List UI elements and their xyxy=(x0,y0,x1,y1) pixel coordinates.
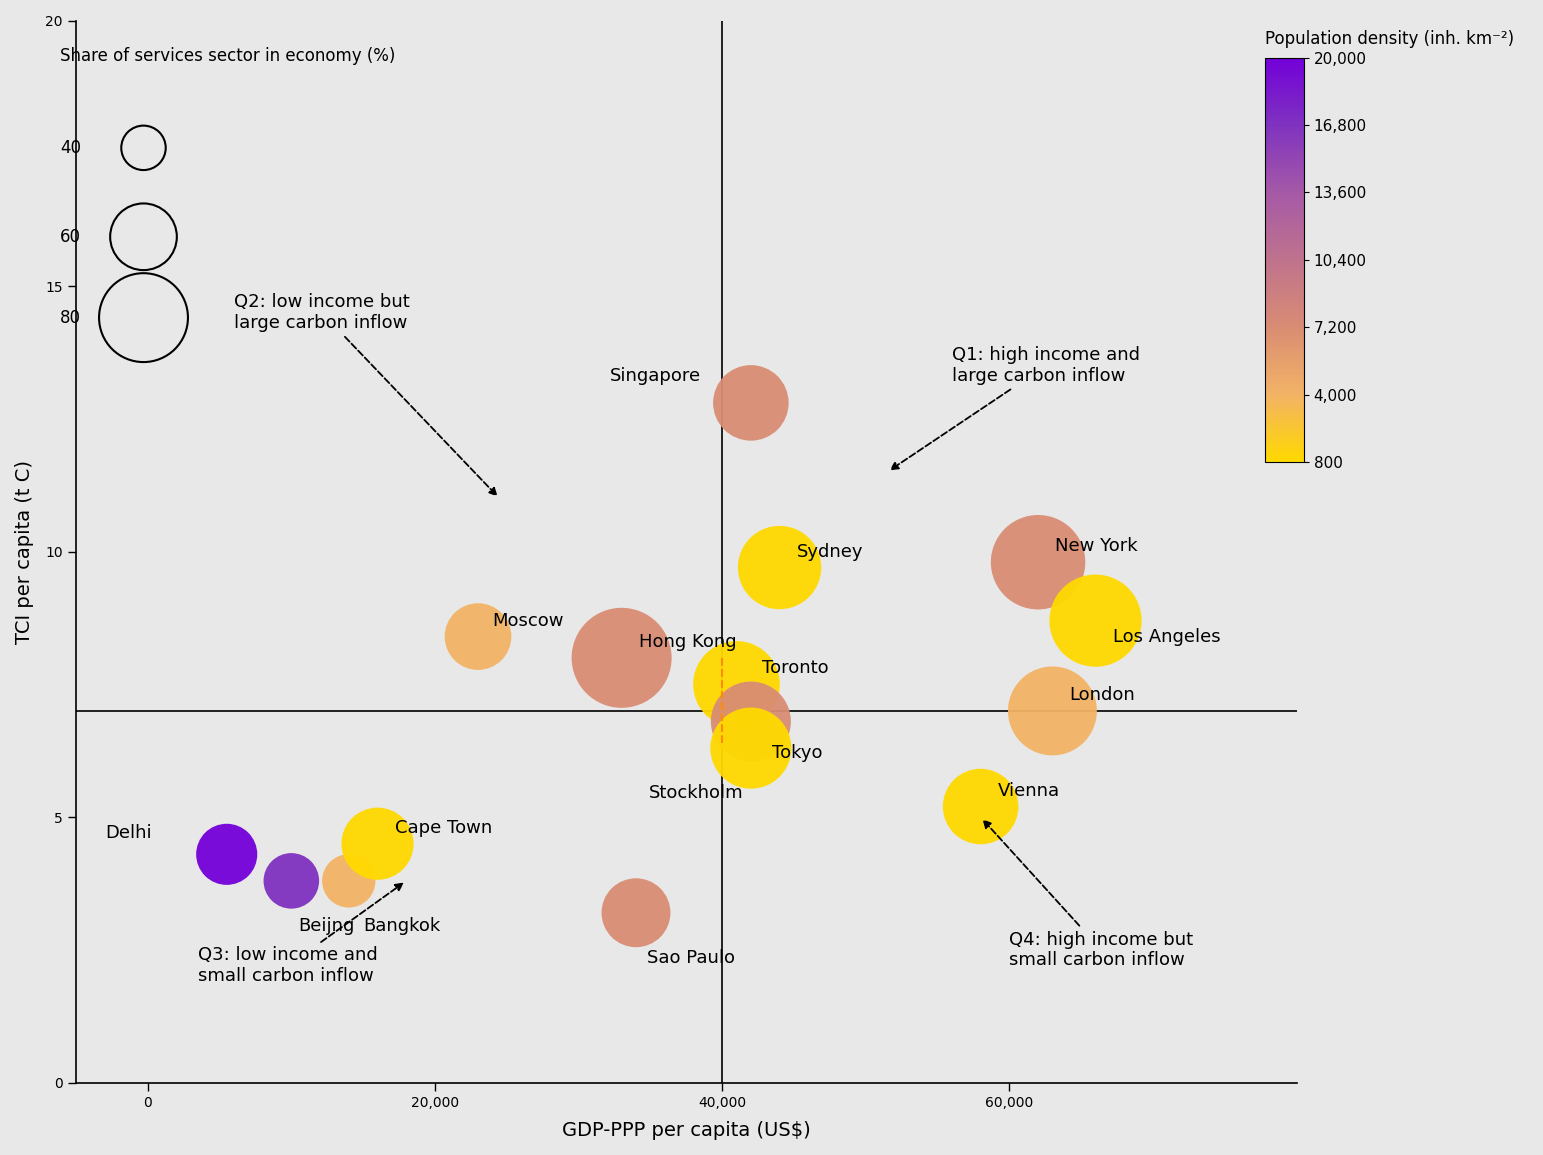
Text: Beijng: Beijng xyxy=(298,917,355,936)
Point xyxy=(279,872,304,891)
Y-axis label: TCI per capita (t C): TCI per capita (t C) xyxy=(15,460,34,643)
Point xyxy=(336,872,361,891)
Point xyxy=(724,676,748,694)
Text: Stockholm: Stockholm xyxy=(650,784,744,803)
Text: 80: 80 xyxy=(60,308,82,327)
Text: Sydney: Sydney xyxy=(796,543,864,560)
Text: Delhi: Delhi xyxy=(105,824,153,842)
Point xyxy=(214,845,239,864)
Text: Toronto: Toronto xyxy=(762,660,829,678)
Point xyxy=(366,834,390,852)
Text: Q3: low income and
small carbon inflow: Q3: low income and small carbon inflow xyxy=(198,884,403,985)
Text: 40: 40 xyxy=(60,139,82,157)
Point xyxy=(739,713,764,731)
Text: New York: New York xyxy=(1055,537,1137,556)
Text: Q4: high income but
small carbon inflow: Q4: high income but small carbon inflow xyxy=(984,821,1193,969)
Text: Bangkok: Bangkok xyxy=(363,917,440,936)
Point xyxy=(131,308,156,327)
Point xyxy=(1083,611,1108,629)
Point xyxy=(466,627,491,646)
Point xyxy=(1026,553,1051,572)
Text: Singapore: Singapore xyxy=(609,367,701,386)
Text: Hong Kong: Hong Kong xyxy=(639,633,736,651)
Text: Population density (inh. km⁻²): Population density (inh. km⁻²) xyxy=(1265,30,1514,47)
Point xyxy=(609,649,634,668)
Text: Vienna: Vienna xyxy=(998,782,1060,799)
Point xyxy=(623,903,648,922)
Text: Share of services sector in economy (%): Share of services sector in economy (%) xyxy=(60,47,395,65)
Point xyxy=(739,739,764,758)
Text: Q2: low income but
large carbon inflow: Q2: low income but large carbon inflow xyxy=(235,293,497,495)
Text: Tokyo: Tokyo xyxy=(773,745,822,762)
Point xyxy=(739,394,764,412)
Text: Moscow: Moscow xyxy=(492,612,563,629)
Point xyxy=(767,558,792,576)
Text: London: London xyxy=(1069,686,1136,705)
Text: 60: 60 xyxy=(60,228,82,246)
Point xyxy=(1040,702,1065,721)
Point xyxy=(131,139,156,157)
Point xyxy=(969,797,994,815)
X-axis label: GDP-PPP per capita (US$): GDP-PPP per capita (US$) xyxy=(562,1122,810,1140)
Text: Sao Paulo: Sao Paulo xyxy=(648,949,736,967)
Point xyxy=(131,228,156,246)
Text: Q1: high income and
large carbon inflow: Q1: high income and large carbon inflow xyxy=(892,346,1140,469)
Text: Cape Town: Cape Town xyxy=(395,819,492,836)
Text: Los Angeles: Los Angeles xyxy=(1113,627,1221,646)
